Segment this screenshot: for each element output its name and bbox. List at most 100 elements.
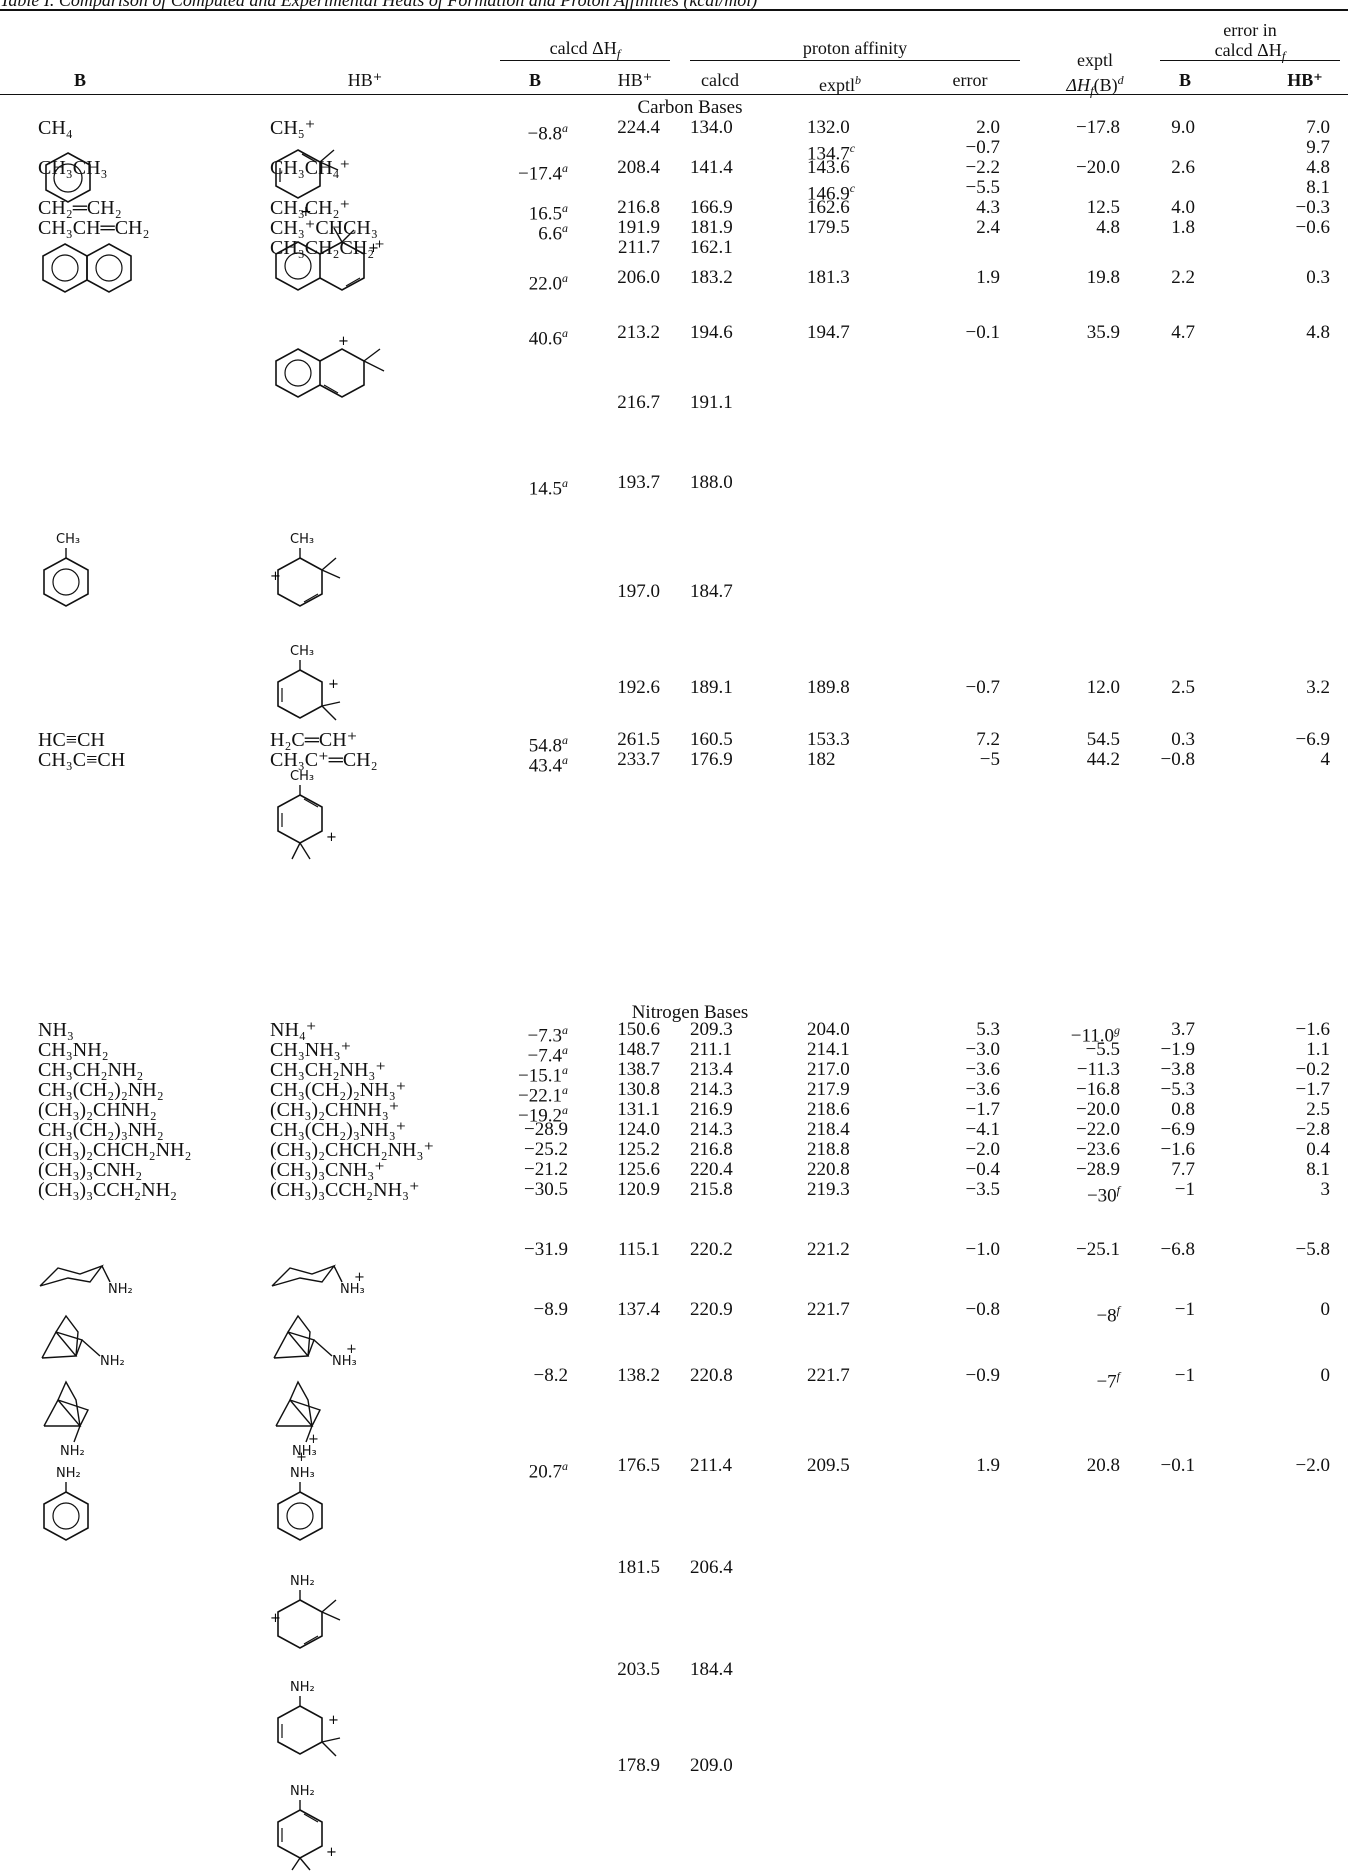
cell-dhhb: 130.8 — [617, 1080, 660, 1100]
cell-pae: 204.0 — [807, 1020, 850, 1040]
cell-pae: 221.7 — [807, 1300, 850, 1320]
cell-value: 137.4 — [617, 1299, 660, 1320]
anilinium-nh3-label: NH₃ — [290, 1466, 315, 1481]
cell-dhhb: 193.7 — [617, 473, 660, 493]
cell-value: CH₂═CH₂ — [38, 197, 122, 219]
benzene-structure — [38, 148, 98, 213]
cell-dhb: −21.2 — [524, 1160, 568, 1180]
cell-dhhb: 125.2 — [617, 1140, 660, 1160]
cell-value: 217.9 — [807, 1079, 850, 1100]
cell-value: 211.1 — [690, 1039, 733, 1060]
cell-pac: 216.9 — [690, 1100, 733, 1120]
cell-dhhb: 206.0 — [617, 268, 660, 288]
cell-value: 150.6 — [617, 1019, 660, 1040]
cell-value: 138.2 — [617, 1365, 660, 1386]
header-err-B: B — [1178, 70, 1191, 90]
cell-value: 197.0 — [617, 581, 660, 602]
cell-ehb: 4.8 — [1306, 323, 1330, 343]
cell-dhhb: 124.0 — [617, 1120, 660, 1140]
cell-value: −30.5 — [524, 1179, 568, 1200]
toluenium-3-structure: CH₃ + — [270, 769, 360, 880]
norbornylamine-endo-nh2-label: NH₂ — [60, 1444, 85, 1459]
cell-value: 208.4 — [617, 157, 660, 178]
cell-pae: 214.1 — [807, 1040, 850, 1060]
svg-text:+: + — [326, 830, 337, 845]
header-exptl-line2: ΔHf(B)d — [1066, 73, 1124, 99]
cell-value: −8.8 — [527, 123, 562, 145]
cell-eb: −5.3 — [1161, 1080, 1195, 1100]
cell-err: 7.2 — [976, 730, 1000, 750]
cell-pac: 191.1 — [690, 393, 733, 413]
cell-pac: 183.2 — [690, 268, 733, 288]
cell-hb: (CH₃)₃CCH₂NH₃⁺ — [270, 1180, 420, 1200]
svg-text:+: + — [326, 1845, 337, 1860]
cell-err: −3.6 — [966, 1060, 1000, 1080]
cell-value: −1.6 — [1295, 1019, 1330, 1040]
footnote-marker: c — [849, 181, 856, 195]
cell-dhhb: 176.5 — [617, 1456, 660, 1476]
cell-value: 35.9 — [1086, 322, 1120, 343]
cell-dhb: −25.2 — [524, 1140, 568, 1160]
toluenium-2-ch3-label: CH₃ — [290, 644, 315, 659]
cell-pae: 219.3 — [807, 1180, 850, 1200]
cell-err: −0.8 — [966, 1300, 1000, 1320]
cell-ehb: 3 — [1321, 1180, 1331, 1200]
cell-b: (CH₃)₃CCH₂NH₂ — [38, 1180, 177, 1200]
cell-value: 2.0 — [976, 117, 1000, 138]
cell-pae: 217.0 — [807, 1060, 850, 1080]
cell-hb: (CH₃)₂CHCH₂NH₃⁺ — [270, 1140, 434, 1160]
cell-pac: 194.6 — [690, 323, 733, 343]
header-err-HB: HB⁺ — [1287, 70, 1323, 90]
cell-value: 194.6 — [690, 322, 733, 343]
footnote-marker: c — [849, 141, 856, 155]
cell-value: −0.7 — [965, 677, 1000, 698]
cell-value: 211.7 — [617, 237, 660, 258]
cell-pac: 220.8 — [690, 1366, 733, 1386]
cell-dhb: 54.8a — [529, 730, 568, 756]
cell-value: −5.3 — [1160, 1079, 1195, 1100]
footnote-marker: a — [562, 1083, 568, 1097]
cell-value: CH₃(CH₂)₃NH₃⁺ — [270, 1119, 407, 1141]
cell-exp: −17.8 — [1076, 118, 1120, 138]
cell-value: 213.4 — [690, 1059, 733, 1080]
cell-pac: 141.4 — [690, 158, 733, 178]
cell-value: 184.7 — [690, 581, 733, 602]
cell-value: 178.9 — [617, 1755, 660, 1776]
cell-value: 221.2 — [807, 1239, 850, 1260]
cell-pae: 218.8 — [807, 1140, 850, 1160]
cell-value: 43.4 — [528, 755, 562, 777]
aminobenzenium-3-nh2-label: NH₂ — [290, 1784, 315, 1799]
footnote-marker: g — [1114, 1023, 1120, 1037]
cell-value: 221.7 — [807, 1299, 850, 1320]
cell-value: 184.4 — [690, 1659, 733, 1680]
cell-eb: −1 — [1175, 1300, 1195, 1320]
cell-exp: −25.1 — [1076, 1240, 1120, 1260]
cell-value: −1.6 — [1160, 1139, 1195, 1160]
cell-b: CH₃(CH₂)₂NH₂ — [38, 1080, 164, 1100]
cell-value: (CH₃)₃CCH₂NH₃⁺ — [270, 1179, 420, 1201]
cell-value: −3.8 — [1160, 1059, 1195, 1080]
cell-exp: −5.5 — [1086, 1040, 1120, 1060]
header-pa-calcd: calcd — [701, 70, 739, 90]
cell-value: 203.5 — [617, 1659, 660, 1680]
cell-b: (CH₃)₃CNH₂ — [38, 1160, 142, 1180]
cell-dhhb: 181.5 — [617, 1558, 660, 1578]
cell-b: CH₃CH₂NH₂ — [38, 1060, 143, 1080]
footnote-marker: a — [562, 1023, 568, 1037]
cell-b: (CH₃)₂CHCH₂NH₂ — [38, 1140, 191, 1160]
cell-err: −5.5 — [966, 178, 1000, 198]
cell-value: 143.6 — [807, 157, 850, 178]
norbornylammonium-endo-plus: + — [308, 1432, 319, 1447]
cell-value: −0.3 — [1295, 197, 1330, 218]
aminobenzenium-3-structure: NH₂ + — [270, 1784, 360, 1875]
cell-exp: 35.9 — [1087, 323, 1120, 343]
cell-value: 218.6 — [807, 1099, 850, 1120]
cell-value: −0.4 — [965, 1159, 1000, 1180]
cell-dhhb: 131.1 — [617, 1100, 660, 1120]
cell-value: 213.2 — [617, 322, 660, 343]
cell-value: −23.6 — [1076, 1139, 1120, 1160]
cell-pac: 160.5 — [690, 730, 733, 750]
cell-pae: 162.6 — [807, 198, 850, 218]
header-group-error-line1: error in — [1223, 20, 1277, 40]
